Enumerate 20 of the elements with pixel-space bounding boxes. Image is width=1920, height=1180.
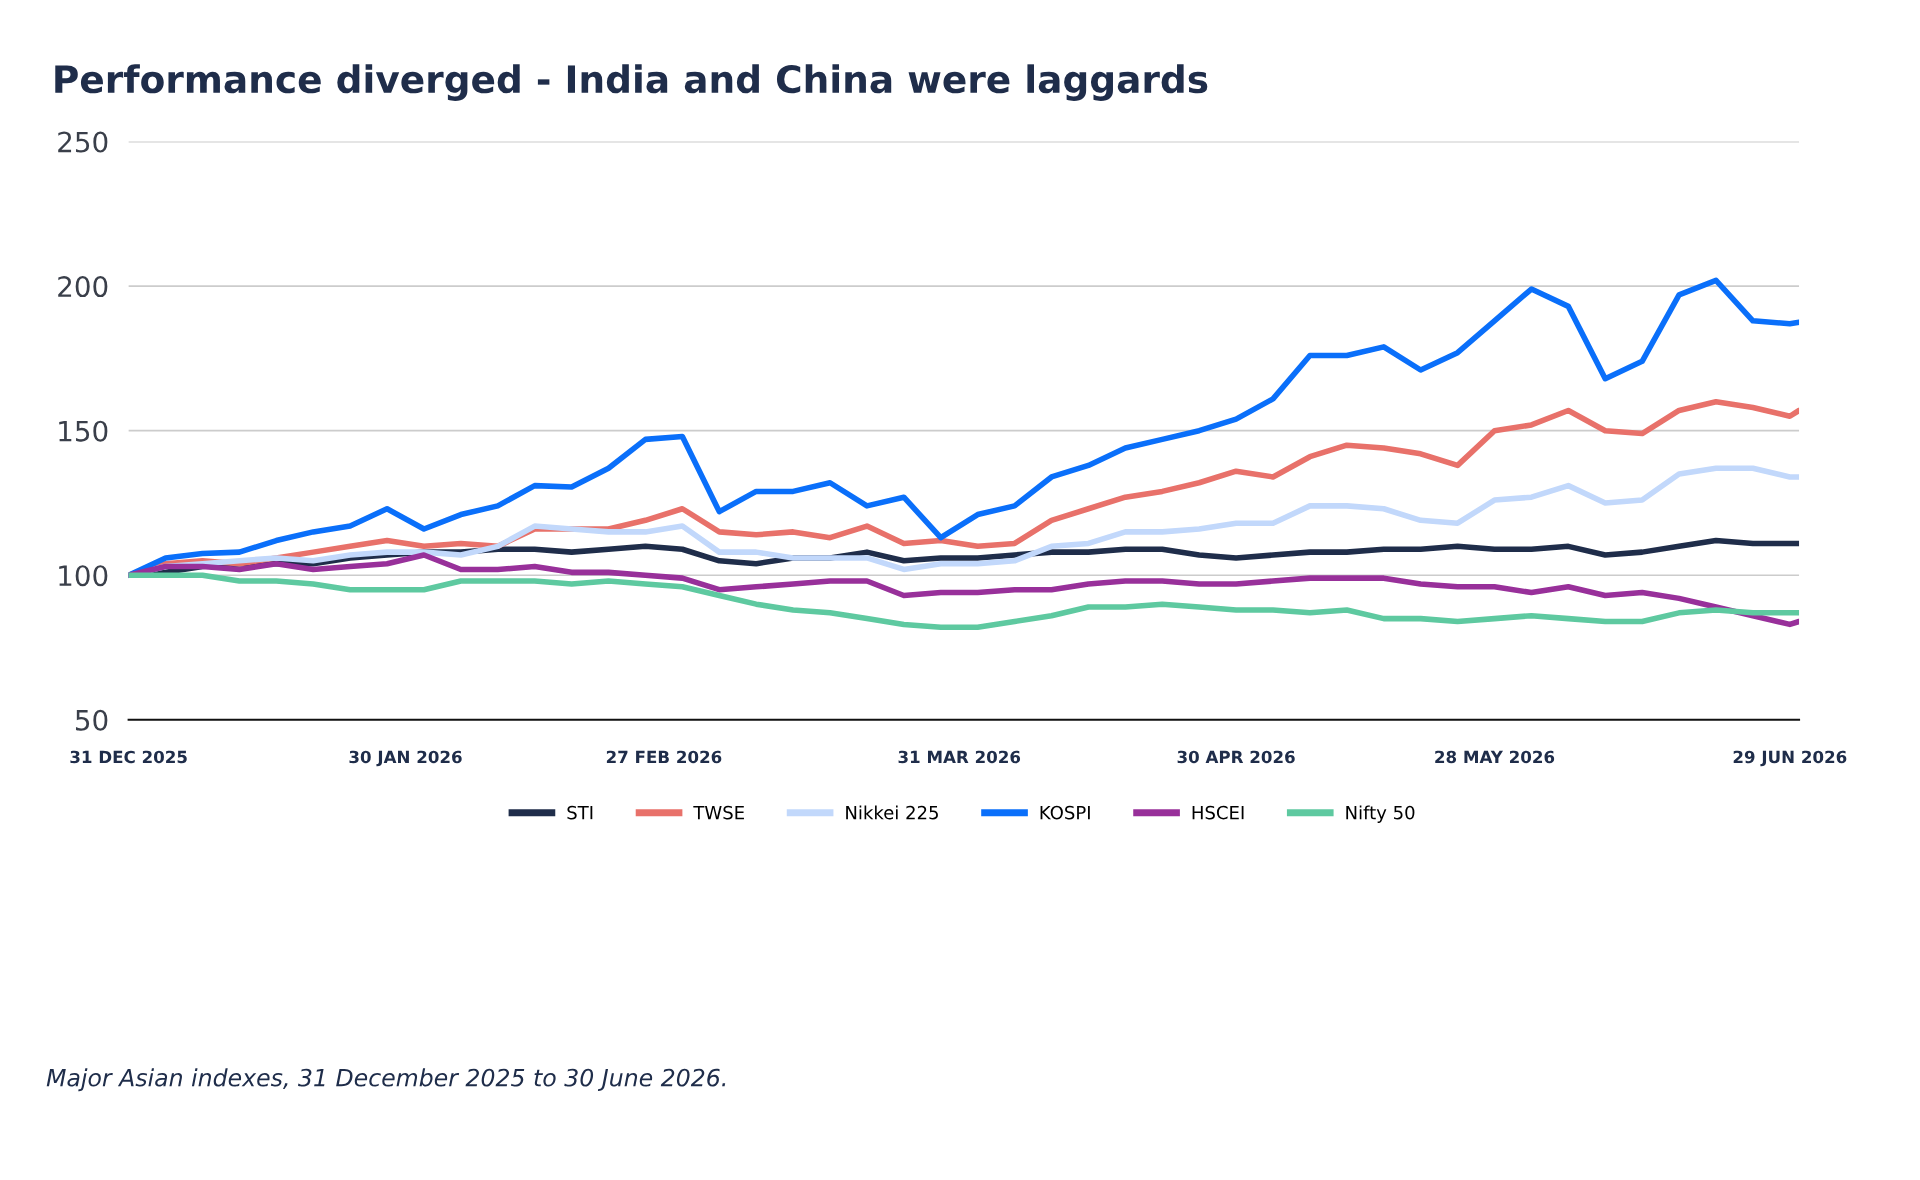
x-tick-label: 30 JAN 2026 xyxy=(349,750,462,767)
x-tick-label: 31 MAR 2026 xyxy=(898,750,1021,764)
x-tick-label: 28 MAY 2026 xyxy=(1435,750,1555,764)
legend-label: KOSPI xyxy=(1040,805,1090,820)
y-tick-label: 100 xyxy=(59,565,108,587)
text: Major Asian indexes, 31 December 2025 to 30 June 2026. xyxy=(46,1068,726,1092)
x-tick-label: 31 DEC 2025 xyxy=(70,750,187,764)
y-tick-label: 250 xyxy=(58,131,108,153)
y-tick-label: 150 xyxy=(59,420,108,442)
y-tick-label: 200 xyxy=(58,276,108,298)
legend-label: STI xyxy=(567,805,593,820)
x-tick-label: 27 FEB 2026 xyxy=(606,750,722,764)
chart-title: Performance diverged - India and China were laggards xyxy=(55,64,1208,101)
legend-label: HSCEI xyxy=(1192,805,1244,820)
y-tick-label: 50 xyxy=(75,709,108,731)
legend-label: Nifty 50 xyxy=(1346,805,1415,823)
x-tick-label: 30 APR 2026 xyxy=(1177,750,1295,764)
x-tick-label: 29 JUN 2026 xyxy=(1733,750,1847,767)
legend-label: TWSE xyxy=(693,805,744,820)
legend-label: Nikkei 225 xyxy=(846,805,938,820)
